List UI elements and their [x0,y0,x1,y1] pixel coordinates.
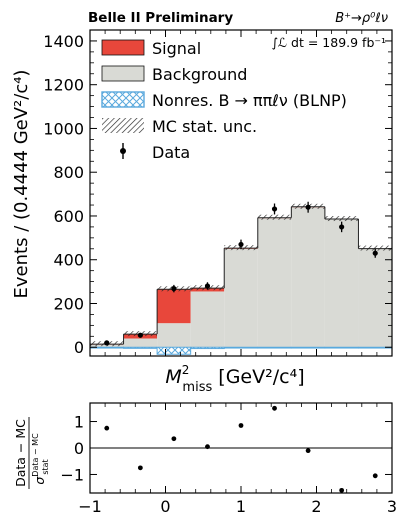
legend-mcunc-label: MC stat. unc. [152,117,257,136]
main-histogram [89,203,393,355]
data-point [271,206,278,212]
ratio-point [137,465,143,471]
ratio-point [272,405,277,411]
ratio-point [372,473,378,479]
ratio-axes: −1 0 1 −1 0 1 2 3 [60,402,397,516]
background-bar [358,248,392,348]
ratio-point [205,444,210,450]
ratio-x-tick-label: −1 [78,497,102,516]
legend-signal-label: Signal [152,39,201,58]
data-point [372,250,378,256]
nonres-bar [257,346,292,349]
ratio-ylabel-top: Data − MC [13,419,28,487]
background-bar [257,218,292,348]
ratio-point [104,425,110,431]
luminosity-label: ∫ℒ dt = 189.9 fb⁻¹ [272,35,386,50]
y-tick-label: 600 [53,207,84,226]
background-bar [157,323,191,348]
ratio-ylabel-sup: Data − MC [31,433,40,477]
legend-background-swatch [101,65,145,82]
nonres-bar [290,346,326,349]
y-tick-label: 1200 [43,76,84,95]
background-bar [190,291,225,348]
ratio-y-tick-label: 0 [74,439,84,458]
title-left: Belle II Preliminary [88,10,233,26]
data-point [171,286,177,292]
y-tick-label: 800 [53,163,84,182]
ratio-point [305,448,311,454]
xlabel-sub: miss [182,380,212,395]
data-points [104,201,378,346]
main-y-axis-label: Events / (0.4444 GeV²/c⁴) [11,70,32,299]
nonres-bar [123,346,158,349]
ratio-points [104,405,378,493]
nonres-bar [324,346,359,349]
xlabel-units: [GeV²/c⁴] [212,366,304,388]
background-bar [123,338,158,348]
nonres-bar [156,346,192,355]
y-tick-label: 1400 [43,32,84,51]
data-point [339,224,345,230]
y-tick-label: 200 [53,294,84,313]
main-x-axis-label: M2 miss [GeV²/c⁴] [165,363,304,395]
legend-mcunc-swatch [102,118,144,133]
ratio-point [238,423,244,428]
ratio-x-tick-label: 0 [160,497,170,516]
background-bar [324,219,359,348]
ratio-x-tick-label: 3 [387,497,397,516]
ratio-y-tick-label: −1 [60,465,84,484]
main-axes: 0 200 400 600 800 1000 1200 1400 [43,29,393,357]
ratio-x-tick-label: 1 [236,497,246,516]
legend-background-label: Background [152,65,247,84]
ratio-y-tick-label: 1 [74,413,84,432]
xlabel-super: 2 [182,363,190,377]
data-point [104,340,110,346]
ratio-x-tick-label: 2 [311,497,321,516]
data-point [305,204,311,210]
data-point [238,241,244,248]
data-point [204,283,211,289]
y-tick-label: 400 [53,251,84,270]
background-bar [291,207,325,348]
y-tick-label: 1000 [43,119,84,138]
ratio-point [171,436,177,442]
ratio-y-axis-label: Data − MC σData − MC stat [13,417,50,489]
data-point [137,332,143,338]
legend-data-label: Data [152,143,190,162]
legend-nonres-label: Nonres. B → ππℓν (BLNP) [152,91,347,110]
legend: Signal Background Nonres. B → ππℓν (BLNP… [101,39,347,162]
y-tick-label: 0 [74,338,84,357]
legend-signal-swatch [101,39,145,56]
nonres-bar [223,346,259,349]
ratio-point [339,487,345,493]
title-right: B⁺→ρ⁰ℓν [335,11,388,26]
nonres-bar [190,346,225,350]
signal-bar [157,289,191,324]
ratio-ylabel-sub: stat [41,459,50,474]
background-bar [224,248,258,348]
ratio-ylabel-bottom: σData − MC [31,433,47,485]
legend-nonres-swatch [101,91,145,108]
ratio-ylabel-sigma: σ [32,476,47,485]
xlabel-main: M [165,366,181,388]
legend-data-marker [120,143,126,159]
